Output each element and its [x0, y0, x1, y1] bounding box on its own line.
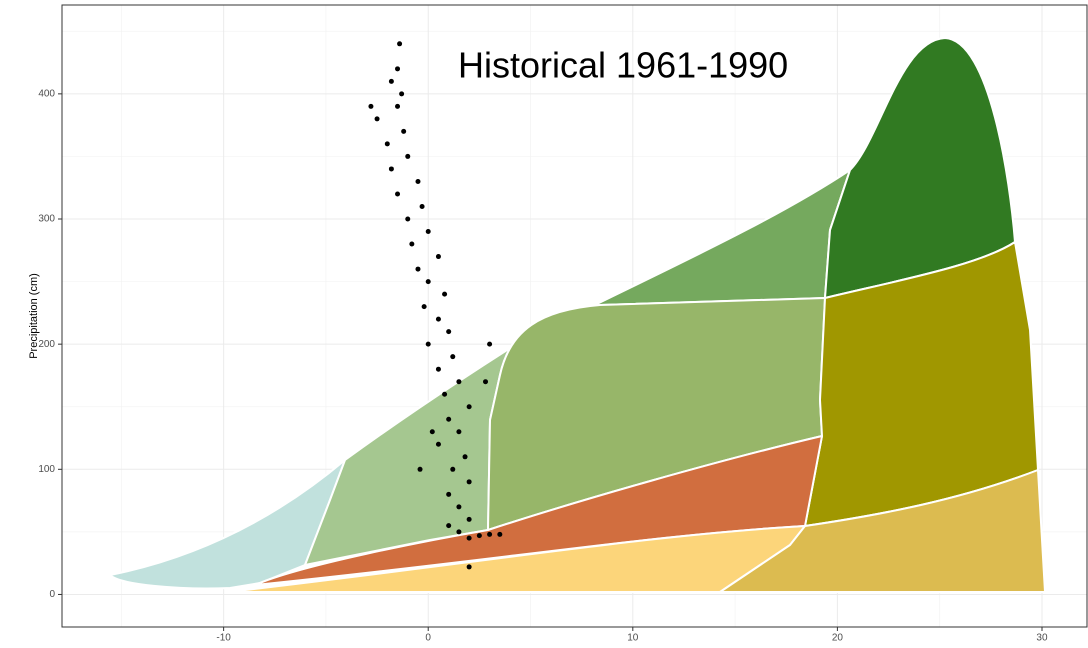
point — [374, 116, 380, 122]
point — [405, 216, 411, 222]
x-tick-label: 0 — [425, 633, 431, 644]
x-tick-label: 10 — [627, 633, 639, 644]
x-tick-label: 20 — [832, 633, 844, 644]
point — [435, 441, 441, 447]
point — [399, 91, 405, 97]
point — [483, 379, 489, 385]
y-tick-label: 0 — [49, 589, 55, 600]
x-tick-label: -10 — [216, 633, 231, 644]
point — [442, 391, 448, 397]
point — [435, 366, 441, 372]
point — [446, 491, 452, 497]
point — [462, 454, 468, 460]
point — [384, 141, 390, 147]
panel-border — [61, 4, 1088, 628]
y-axis-label: Precipitation (cm) — [28, 273, 40, 359]
point — [395, 191, 401, 197]
point — [450, 354, 456, 360]
point — [476, 533, 482, 539]
point — [417, 466, 423, 472]
point — [446, 416, 452, 422]
point — [395, 103, 401, 109]
point — [456, 379, 462, 385]
subtropical-desert — [719, 469, 1046, 593]
point — [466, 535, 472, 541]
point — [409, 241, 415, 247]
point — [466, 516, 472, 522]
y-tick-label: 400 — [38, 88, 55, 99]
point — [425, 341, 431, 347]
point — [456, 429, 462, 435]
point — [405, 153, 411, 159]
point — [415, 178, 421, 184]
biomes — [109, 37, 1046, 593]
point — [497, 531, 503, 537]
point — [395, 66, 401, 72]
y-tick-label: 300 — [38, 214, 55, 225]
point — [415, 266, 421, 272]
point — [442, 291, 448, 297]
point — [487, 531, 493, 537]
point — [388, 166, 394, 172]
point — [397, 41, 403, 47]
points — [368, 41, 503, 570]
point — [487, 341, 493, 347]
x-tick-label: 30 — [1036, 633, 1048, 644]
point — [435, 254, 441, 260]
point — [466, 479, 472, 485]
y-tick-label: 100 — [38, 464, 55, 475]
point — [401, 128, 407, 134]
point — [421, 304, 427, 310]
point — [456, 504, 462, 510]
point — [388, 78, 394, 84]
point — [450, 466, 456, 472]
y-tick-label: 200 — [38, 339, 55, 350]
chart-title: Historical 1961-1990 — [458, 45, 788, 86]
point — [425, 229, 431, 235]
point — [466, 564, 472, 570]
point — [446, 523, 452, 529]
point — [435, 316, 441, 322]
point — [456, 529, 462, 535]
point — [429, 429, 435, 435]
point — [419, 203, 425, 209]
point — [368, 103, 374, 109]
point — [446, 329, 452, 335]
point — [466, 404, 472, 410]
point — [425, 279, 431, 285]
